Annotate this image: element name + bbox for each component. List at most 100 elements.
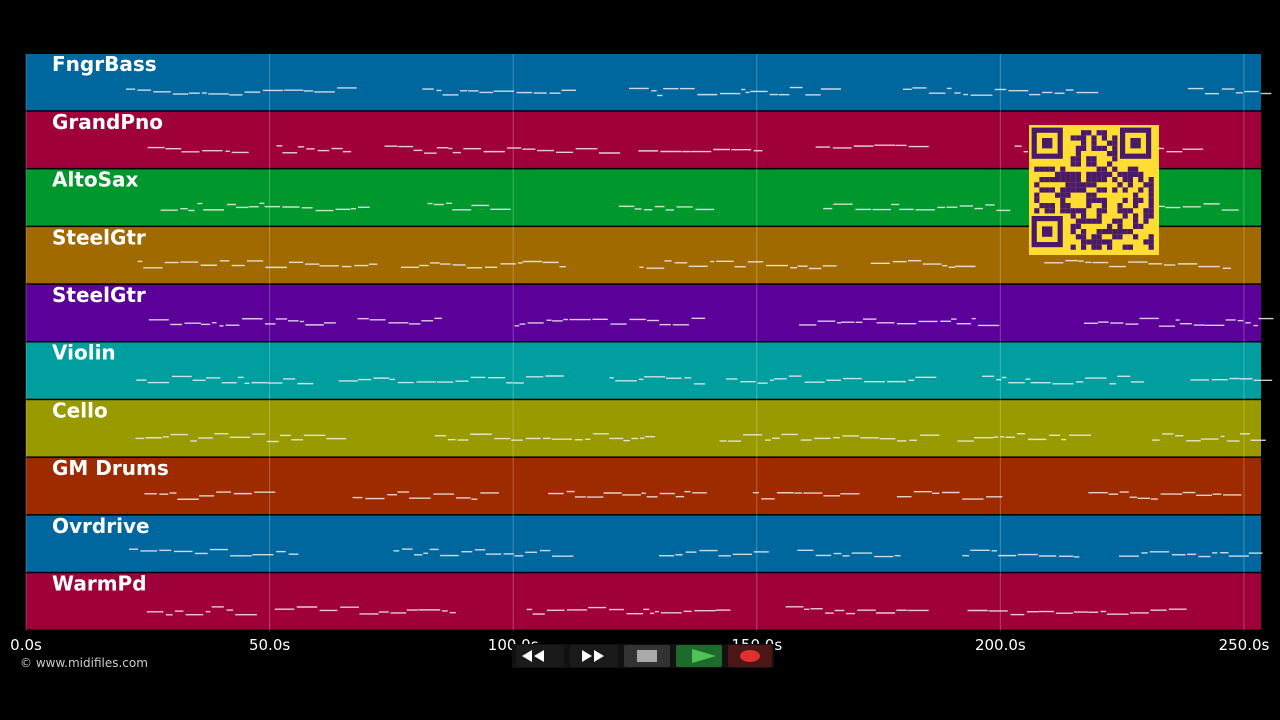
qr-module	[1148, 239, 1154, 245]
track-labels: FngrBass GrandPno AltoSax SteelGtr SteelGtr V…	[52, 52, 169, 595]
qr-module	[1096, 218, 1102, 224]
qr-module	[1081, 140, 1087, 146]
qr-code	[1029, 125, 1159, 255]
qr-module	[1133, 197, 1139, 203]
qr-module	[1091, 177, 1097, 183]
qr-module	[1096, 166, 1102, 172]
qr-module	[1081, 182, 1087, 188]
qr-module	[1107, 223, 1113, 229]
track-lane	[26, 284, 1261, 341]
qr-module	[1091, 244, 1097, 250]
qr-module	[1112, 156, 1118, 162]
qr-module	[1081, 239, 1087, 245]
qr-module	[1065, 208, 1071, 214]
qr-module	[1133, 166, 1139, 172]
qr-module	[1148, 234, 1154, 240]
qr-module	[1112, 234, 1118, 240]
qr-finder-core	[1042, 138, 1053, 149]
qr-module	[1060, 208, 1066, 214]
rewind-icon	[522, 650, 544, 662]
fast-forward-button[interactable]	[570, 645, 618, 667]
qr-module	[1096, 208, 1102, 214]
qr-module	[1081, 213, 1087, 219]
qr-module	[1101, 187, 1107, 193]
qr-module	[1065, 182, 1071, 188]
qr-module	[1096, 177, 1102, 183]
fast-forward-icon	[582, 650, 604, 662]
qr-module	[1101, 177, 1107, 183]
qr-module	[1148, 182, 1154, 188]
qr-module	[1034, 192, 1040, 198]
qr-module	[1060, 192, 1066, 198]
transport-controls	[512, 644, 774, 668]
qr-module	[1101, 208, 1107, 214]
qr-module	[1096, 145, 1102, 151]
qr-module	[1070, 177, 1076, 183]
qr-module	[1117, 182, 1123, 188]
qr-module	[1101, 203, 1107, 209]
qr-module	[1081, 229, 1087, 235]
x-tick-label: 200.0s	[975, 636, 1026, 654]
qr-module	[1044, 208, 1050, 214]
qr-module	[1055, 171, 1061, 177]
qr-module	[1122, 171, 1128, 177]
qr-module	[1127, 182, 1133, 188]
qr-module	[1101, 135, 1107, 141]
qr-module	[1091, 135, 1097, 141]
qr-module	[1044, 177, 1050, 183]
qr-finder	[1031, 127, 1063, 159]
play-button[interactable]	[676, 645, 722, 667]
qr-module	[1096, 213, 1102, 219]
qr-module	[1075, 171, 1081, 177]
qr-finder	[1031, 216, 1063, 248]
qr-module	[1086, 182, 1092, 188]
qr-module	[1075, 145, 1081, 151]
qr-module	[1091, 239, 1097, 245]
track-name: SteelGtr	[52, 225, 146, 249]
qr-module	[1075, 156, 1081, 162]
qr-module	[1112, 229, 1118, 235]
credit: © www.midifiles.com	[20, 656, 148, 670]
qr-module	[1138, 197, 1144, 203]
qr-module	[1101, 197, 1107, 203]
qr-module	[1122, 197, 1128, 203]
qr-module	[1133, 234, 1139, 240]
qr-module	[1075, 218, 1081, 224]
track-lane	[26, 573, 1261, 630]
qr-module	[1065, 187, 1071, 193]
record-icon	[740, 650, 760, 662]
qr-module	[1044, 203, 1050, 209]
qr-module	[1122, 208, 1128, 214]
rewind-button[interactable]	[516, 645, 564, 667]
qr-module	[1049, 187, 1055, 193]
qr-module	[1075, 151, 1081, 157]
qr-module	[1086, 156, 1092, 162]
qr-module	[1049, 208, 1055, 214]
qr-module	[1148, 244, 1154, 250]
stop-button[interactable]	[624, 645, 670, 667]
qr-module	[1091, 171, 1097, 177]
qr-module	[1133, 223, 1139, 229]
qr-module	[1117, 234, 1123, 240]
qr-module	[1044, 166, 1050, 172]
qr-module	[1075, 177, 1081, 183]
time-grid	[25, 54, 1245, 631]
qr-module	[1060, 203, 1066, 209]
track-name: GrandPno	[52, 110, 163, 134]
qr-module	[1070, 223, 1076, 229]
qr-module	[1065, 177, 1071, 183]
qr-module	[1070, 229, 1076, 235]
qr-module	[1081, 234, 1087, 240]
qr-module	[1127, 177, 1133, 183]
qr-module	[1122, 229, 1128, 235]
qr-module	[1049, 203, 1055, 209]
qr-module	[1091, 197, 1097, 203]
qr-module	[1107, 239, 1113, 245]
track-name: SteelGtr	[52, 283, 146, 307]
record-button[interactable]	[728, 645, 772, 667]
qr-module	[1107, 151, 1113, 157]
qr-module	[1081, 218, 1087, 224]
qr-module	[1075, 234, 1081, 240]
qr-module	[1049, 177, 1055, 183]
